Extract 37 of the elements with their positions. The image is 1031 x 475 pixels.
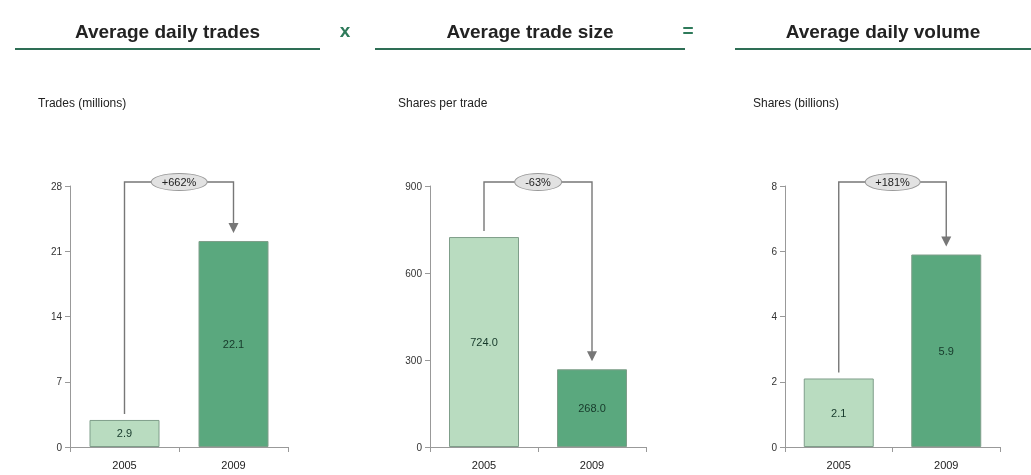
x-tick-label: 2009 — [579, 458, 605, 471]
text: x — [338, 20, 352, 42]
data-label: 2.1 — [831, 406, 847, 419]
y-tick-label: 2 — [771, 376, 778, 388]
y-tick-label: 21 — [50, 245, 63, 257]
data-label: 268.0 — [578, 402, 606, 415]
chart-title: Average trade size — [446, 21, 614, 42]
x-tick-label: 2005 — [471, 458, 497, 471]
y-tick-label: 8 — [771, 180, 778, 192]
data-label: 5.9 — [938, 344, 954, 357]
x-tick-label: 2009 — [934, 458, 959, 471]
annotation: -63% — [514, 173, 562, 191]
annotation: +181% — [864, 173, 921, 191]
y-tick-label: 900 — [405, 180, 423, 192]
y-tick-label: 0 — [416, 441, 423, 453]
y-tick-label: 6 — [771, 245, 778, 257]
annotation: +662% — [150, 173, 208, 191]
y-tick-label: 7 — [56, 376, 63, 388]
y-tick-label: 4 — [771, 311, 778, 322]
y-tick-label: 14 — [50, 311, 63, 322]
y-tick-label: 600 — [405, 267, 423, 279]
chart-title: Average daily volume — [735, 18, 1031, 50]
x-tick-label: 2005 — [826, 458, 851, 471]
y-axis-title: Trades (millions) — [38, 96, 127, 110]
data-label: 2.9 — [116, 427, 133, 440]
data-label: 724.0 — [470, 336, 498, 349]
y-axis-title: Shares (billions) — [753, 96, 840, 110]
y-tick-label: 28 — [50, 180, 63, 192]
y-tick-label: 0 — [56, 441, 63, 453]
x-tick-label: 2009 — [221, 458, 246, 471]
y-axis-title: Shares per trade — [398, 96, 488, 110]
data-label: 22.1 — [222, 338, 245, 350]
chart-title: Average daily trades — [15, 18, 320, 50]
y-tick-label: 300 — [405, 354, 423, 366]
y-tick-label: 0 — [771, 441, 778, 453]
x-tick-label: 2005 — [112, 458, 137, 471]
text: = — [681, 20, 695, 42]
